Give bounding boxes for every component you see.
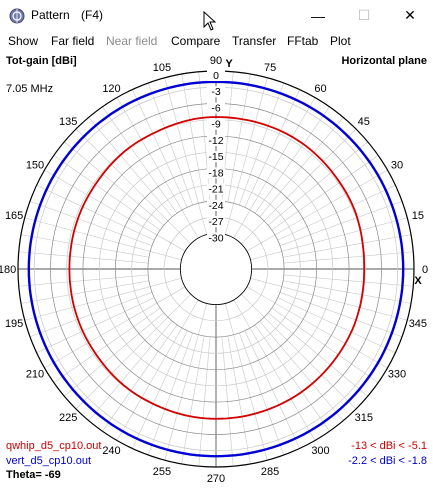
- radial-tick-bg: [207, 151, 225, 163]
- angle-tick-label: 135: [59, 116, 77, 128]
- y-axis-letter: Y: [225, 58, 233, 70]
- radial-tick-label: -30: [208, 232, 223, 244]
- angle-tick-label: 240: [102, 445, 120, 457]
- radial-tick-bg: [207, 86, 225, 98]
- angle-tick-label: 120: [102, 83, 120, 95]
- angle-tick-label: 45: [358, 116, 370, 128]
- angle-tick-label: 60: [314, 83, 326, 95]
- angle-tick-label: 180: [0, 264, 16, 276]
- angle-tick-label: 105: [153, 62, 171, 74]
- legend-range-1: -13 < dBi < -5.1: [351, 440, 427, 452]
- radial-tick-label: -21: [208, 184, 223, 196]
- menu-near-field[interactable]: Near field: [106, 34, 158, 48]
- menu-plot[interactable]: Plot: [330, 34, 351, 48]
- theta-readout: Theta= -69: [6, 469, 61, 481]
- angle-tick-label: 285: [261, 466, 279, 478]
- radial-tick-label: -3: [211, 86, 220, 98]
- legend-range-2: -2.2 < dBi < -1.8: [348, 455, 427, 467]
- app-icon: [9, 8, 25, 24]
- menu-fftab[interactable]: FFtab: [287, 34, 319, 48]
- angle-tick-label: 315: [355, 412, 373, 424]
- polar-chart: 0 -3 -6 -9 -12 -15 -18 -21 -24 -27 -30 0 15 30 45 60 75 9…: [0, 55, 428, 485]
- angle-tick-label: 15: [412, 210, 424, 222]
- maximize-icon: ☐: [357, 7, 371, 23]
- radial-tick-label: -12: [208, 135, 223, 147]
- radial-tick-bg: [207, 167, 225, 179]
- radial-tick-label: -9: [211, 119, 220, 131]
- menu-bar: Show Far field Near field Compare Transf…: [0, 31, 433, 52]
- radial-tick-bg: [207, 199, 225, 211]
- trace-1: [68, 116, 366, 420]
- legend-file-2: vert_d5_cp10.out: [6, 455, 92, 467]
- angle-tick-label: 225: [59, 412, 77, 424]
- maximize-button[interactable]: ☐: [341, 0, 387, 31]
- pattern-plot[interactable]: 0 -3 -6 -9 -12 -15 -18 -21 -24 -27 -30 0 15 30 45 60 75 9…: [0, 52, 433, 485]
- mouse-cursor-icon: [203, 11, 217, 31]
- radial-tick-bg: [207, 134, 225, 146]
- radial-tick-bg: [207, 118, 225, 130]
- minimize-icon: —: [311, 7, 325, 24]
- close-button[interactable]: ✕: [387, 0, 433, 31]
- window-title: Pattern: [31, 8, 70, 22]
- radial-tick-bg: [207, 216, 225, 228]
- angle-tick-label: 210: [26, 369, 44, 381]
- angle-tick-label: 165: [5, 210, 23, 222]
- menu-show[interactable]: Show: [8, 34, 39, 48]
- angle-tick-label: 300: [311, 445, 329, 457]
- radial-tick-bg: [207, 183, 225, 195]
- minimize-button[interactable]: —: [295, 0, 341, 31]
- trace-2: [27, 80, 405, 458]
- radial-tick-bg: [207, 70, 225, 81]
- radial-tick-label: -18: [208, 167, 223, 179]
- menu-compare[interactable]: Compare: [171, 34, 221, 48]
- angle-tick-label: 255: [153, 466, 171, 478]
- menu-transfer[interactable]: Transfer: [232, 34, 277, 48]
- radial-tick-label: 0: [213, 70, 219, 82]
- radial-tick-bg: [207, 102, 225, 114]
- radial-tick-bg: [207, 232, 225, 244]
- quantity-label: Tot-gain [dBi]: [6, 55, 77, 67]
- radial-tick-label: -6: [211, 102, 220, 114]
- angle-tick-label: 150: [26, 160, 44, 172]
- angle-tick-label: 195: [5, 318, 23, 330]
- frequency-label: 7.05 MHz: [6, 83, 54, 95]
- window-shortcut: (F4): [81, 8, 103, 22]
- angle-tick-label: 90: [210, 55, 222, 67]
- radial-tick-label: -24: [208, 200, 223, 212]
- angle-tick-label: 270: [207, 473, 225, 483]
- angle-tick-label: 75: [264, 62, 276, 74]
- angle-tick-label: 30: [391, 160, 403, 172]
- title-bar[interactable]: Pattern (F4) — ☐ ✕: [0, 0, 433, 31]
- angle-tick-label: 345: [409, 318, 427, 330]
- angle-tick-label: 330: [388, 369, 406, 381]
- close-icon: ✕: [404, 7, 416, 23]
- menu-far-field[interactable]: Far field: [51, 34, 95, 48]
- radial-tick-label: -27: [208, 216, 223, 228]
- radial-tick-label: -15: [208, 151, 223, 163]
- x-axis-letter: X: [414, 275, 422, 287]
- angle-tick-label: 0: [422, 264, 428, 276]
- plane-label: Horizontal plane: [341, 55, 427, 67]
- legend-file-1: qwhip_d5_cp10.out: [6, 440, 102, 452]
